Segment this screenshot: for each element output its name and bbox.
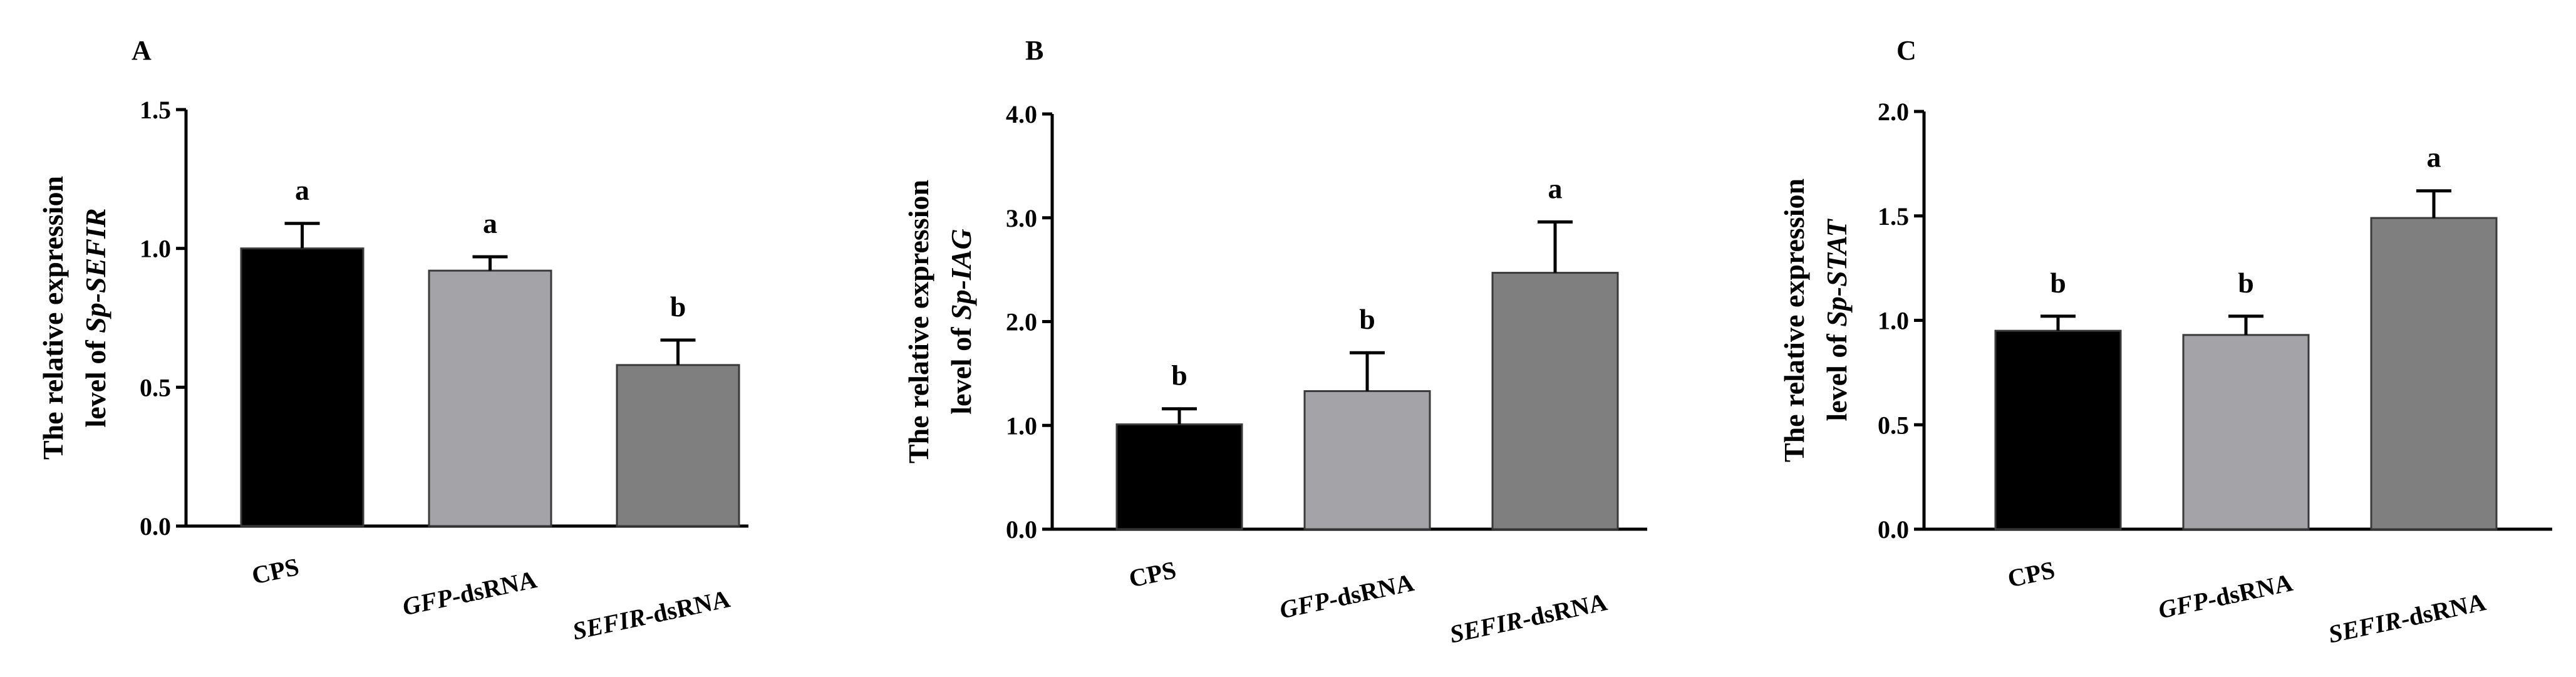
y-axis-label-line2: level of Sp-IAG <box>945 229 977 414</box>
y-tick-label: 0.0 <box>1878 515 1909 544</box>
panel-label: A <box>132 35 152 66</box>
panel-label: C <box>1896 35 1916 66</box>
y-tick-label: 2.0 <box>1006 308 1037 336</box>
bar <box>2182 334 2310 530</box>
y-tick-label: 1.5 <box>140 96 171 124</box>
y-axis-label-line1: The relative expression <box>37 176 69 460</box>
y-tick-label: 3.0 <box>1006 204 1037 232</box>
category-label: SEFIR-dsRNA <box>1447 587 1610 648</box>
bar <box>1994 329 2122 530</box>
y-axis-label-line1: The relative expression <box>1778 178 1810 462</box>
bar <box>240 247 365 527</box>
y-axis-label-line2: level of Sp-SEFIR <box>80 208 111 427</box>
category-label: CPS <box>1127 556 1179 593</box>
bar <box>1491 272 1619 530</box>
category-label: GFP-dsRNA <box>1277 568 1417 624</box>
category-label: CPS <box>249 552 301 590</box>
y-tick-label: 2.0 <box>1878 98 1909 126</box>
significance-letter: b <box>670 291 686 323</box>
significance-letter: b <box>2050 267 2066 299</box>
bar <box>616 364 740 527</box>
category-label: GFP-dsRNA <box>400 565 539 621</box>
y-tick-label: 0.0 <box>1006 515 1037 544</box>
y-tick-label: 0.5 <box>140 373 171 401</box>
significance-letter: a <box>2427 142 2441 173</box>
y-tick-label: 1.0 <box>1878 307 1909 335</box>
chart-panel-a: A 0.0 0.5 1.0 1.5 The relative expression leve… <box>37 35 748 645</box>
significance-letter: b <box>2238 267 2254 299</box>
significance-letter: a <box>1548 172 1563 204</box>
y-tick-label: 1.0 <box>1006 411 1037 440</box>
category-label: SEFIR-dsRNA <box>2325 587 2488 648</box>
y-tick-label: 0.0 <box>140 512 171 540</box>
bar <box>1303 390 1431 530</box>
significance-letter: a <box>483 207 497 239</box>
y-tick-label: 1.0 <box>140 235 171 263</box>
y-tick-label: 0.5 <box>1878 411 1909 439</box>
y-tick-label: 1.5 <box>1878 202 1909 230</box>
category-label: GFP-dsRNA <box>2156 568 2295 624</box>
y-tick-label: 4.0 <box>1006 100 1037 128</box>
panel-label: B <box>1025 35 1043 66</box>
chart-panel-b: B 0.0 1.0 2.0 3.0 4.0 The relative expression l… <box>903 35 1647 648</box>
category-label: SEFIR-dsRNA <box>570 584 733 645</box>
bar <box>2370 217 2498 530</box>
bar <box>1115 423 1243 530</box>
significance-letter: a <box>295 174 309 206</box>
chart-panel-c: C 0.0 0.5 1.0 1.5 2.0 The relative expression l… <box>1778 35 2552 648</box>
significance-letter: b <box>1359 303 1375 335</box>
significance-letter: b <box>1171 359 1187 391</box>
bar <box>428 269 552 527</box>
y-axis-label-line2: level of Sp-STAT <box>1821 219 1853 421</box>
y-axis-label-line1: The relative expression <box>903 180 934 463</box>
category-label: CPS <box>2005 556 2057 593</box>
